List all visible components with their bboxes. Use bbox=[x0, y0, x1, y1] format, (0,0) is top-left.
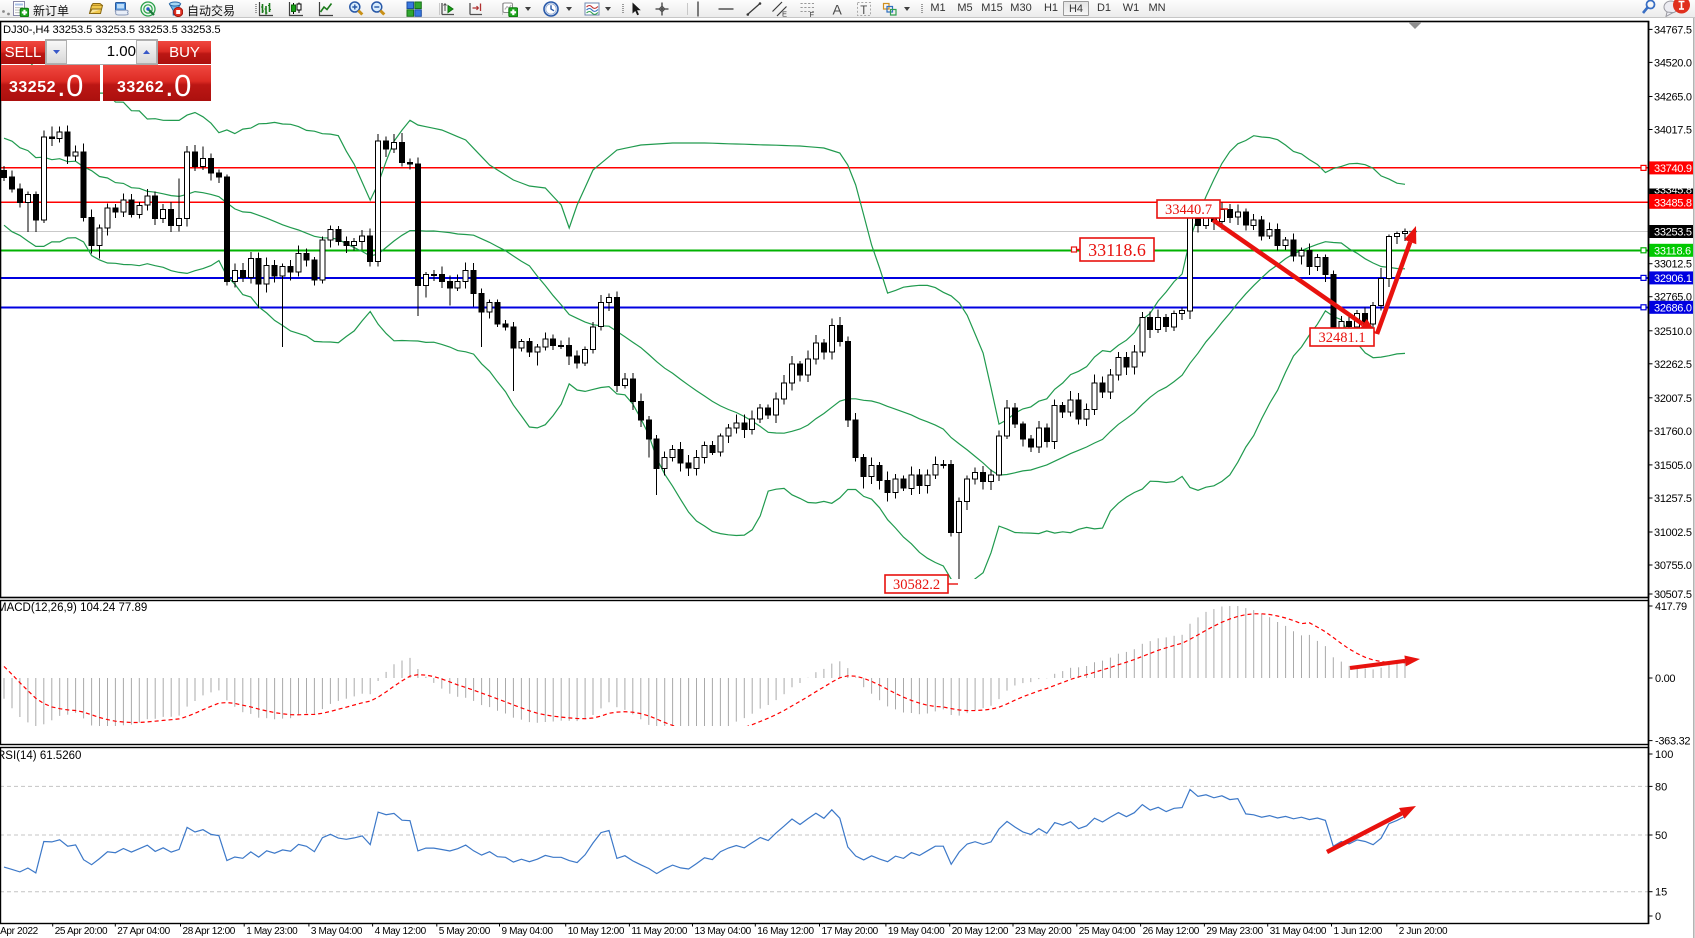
svg-text:23 May 20:00: 23 May 20:00 bbox=[1015, 926, 1072, 937]
svg-text:417.79: 417.79 bbox=[1655, 601, 1687, 613]
svg-text:80: 80 bbox=[1655, 781, 1667, 793]
svg-text:34767.5: 34767.5 bbox=[1654, 24, 1692, 36]
svg-text:A: A bbox=[833, 2, 843, 18]
svg-text:32481.1: 32481.1 bbox=[1318, 330, 1365, 346]
svg-text:10 May 12:00: 10 May 12:00 bbox=[568, 926, 625, 937]
svg-text:30507.5: 30507.5 bbox=[1654, 589, 1692, 601]
svg-text:0: 0 bbox=[1655, 911, 1661, 923]
svg-text:32765.0: 32765.0 bbox=[1654, 292, 1692, 304]
svg-text:31 May 04:00: 31 May 04:00 bbox=[1270, 926, 1327, 937]
svg-text:DJ30-,H4 33253.5 33253.5 3325: DJ30-,H4 33253.5 33253.5 33253.5 33253.5 bbox=[3, 24, 220, 36]
svg-text:34017.5: 34017.5 bbox=[1654, 125, 1692, 137]
svg-text:33253.5: 33253.5 bbox=[1654, 227, 1692, 239]
svg-text:MACD(12,26,9) 104.24 77.89: MACD(12,26,9) 104.24 77.89 bbox=[0, 602, 147, 614]
svg-text:2 Jun 20:00: 2 Jun 20:00 bbox=[1399, 926, 1448, 937]
svg-text:33740.9: 33740.9 bbox=[1654, 163, 1692, 175]
svg-text:33440.7: 33440.7 bbox=[1165, 202, 1212, 218]
svg-text:1 Jun 12:00: 1 Jun 12:00 bbox=[1334, 926, 1383, 937]
svg-text:27 Apr 04:00: 27 Apr 04:00 bbox=[117, 926, 170, 937]
svg-text:E: E bbox=[782, 10, 787, 18]
svg-text:30582.2: 30582.2 bbox=[893, 577, 940, 593]
svg-text:32510.0: 32510.0 bbox=[1654, 326, 1692, 338]
svg-text:17 May 20:00: 17 May 20:00 bbox=[822, 926, 879, 937]
svg-text:32686.0: 32686.0 bbox=[1654, 302, 1692, 314]
svg-text:50: 50 bbox=[1655, 830, 1667, 842]
svg-text:19 May 04:00: 19 May 04:00 bbox=[888, 926, 945, 937]
svg-text:5 May 20:00: 5 May 20:00 bbox=[439, 926, 491, 937]
svg-text:F: F bbox=[810, 10, 815, 17]
svg-text:100: 100 bbox=[1655, 749, 1673, 761]
svg-text:32007.5: 32007.5 bbox=[1654, 393, 1692, 405]
svg-text:32262.5: 32262.5 bbox=[1654, 359, 1692, 371]
svg-text:16 May 12:00: 16 May 12:00 bbox=[757, 926, 814, 937]
svg-text:1 May 23:00: 1 May 23:00 bbox=[246, 926, 298, 937]
svg-text:28 Apr 12:00: 28 Apr 12:00 bbox=[183, 926, 236, 937]
svg-text:T: T bbox=[860, 5, 867, 17]
svg-text:20 May 12:00: 20 May 12:00 bbox=[952, 926, 1009, 937]
svg-text:33345.8: 33345.8 bbox=[1654, 185, 1692, 197]
svg-text:34520.0: 34520.0 bbox=[1654, 57, 1692, 69]
svg-text:25 May 04:00: 25 May 04:00 bbox=[1079, 926, 1136, 937]
svg-text:33012.5: 33012.5 bbox=[1654, 259, 1692, 271]
svg-text:RSI(14) 61.5260: RSI(14) 61.5260 bbox=[0, 750, 81, 762]
svg-text:25 Apr 20:00: 25 Apr 20:00 bbox=[55, 926, 108, 937]
svg-text:9 May 04:00: 9 May 04:00 bbox=[502, 926, 554, 937]
svg-text:13 May 04:00: 13 May 04:00 bbox=[695, 926, 752, 937]
svg-text:4 May 12:00: 4 May 12:00 bbox=[375, 926, 427, 937]
svg-text:15: 15 bbox=[1655, 887, 1667, 899]
svg-text:30755.0: 30755.0 bbox=[1654, 560, 1692, 572]
svg-text:3 May 04:00: 3 May 04:00 bbox=[311, 926, 363, 937]
svg-text:31257.5: 31257.5 bbox=[1654, 493, 1692, 505]
svg-text:-363.32: -363.32 bbox=[1655, 736, 1690, 748]
svg-text:31760.0: 31760.0 bbox=[1654, 426, 1692, 438]
svg-text:33485.8: 33485.8 bbox=[1654, 197, 1692, 209]
svg-text:33118.6: 33118.6 bbox=[1088, 240, 1146, 260]
svg-text:2 Apr 2022: 2 Apr 2022 bbox=[0, 926, 39, 937]
svg-text:26 May 12:00: 26 May 12:00 bbox=[1143, 926, 1200, 937]
svg-text:32906.1: 32906.1 bbox=[1654, 273, 1692, 285]
svg-text:29 May 23:00: 29 May 23:00 bbox=[1206, 926, 1263, 937]
svg-text:31505.0: 31505.0 bbox=[1654, 460, 1692, 472]
svg-text:33118.6: 33118.6 bbox=[1654, 245, 1691, 257]
svg-text:0.00: 0.00 bbox=[1655, 673, 1675, 685]
svg-text:34265.0: 34265.0 bbox=[1654, 92, 1692, 104]
svg-text:11 May 20:00: 11 May 20:00 bbox=[631, 926, 687, 937]
svg-text:31002.5: 31002.5 bbox=[1654, 527, 1692, 539]
